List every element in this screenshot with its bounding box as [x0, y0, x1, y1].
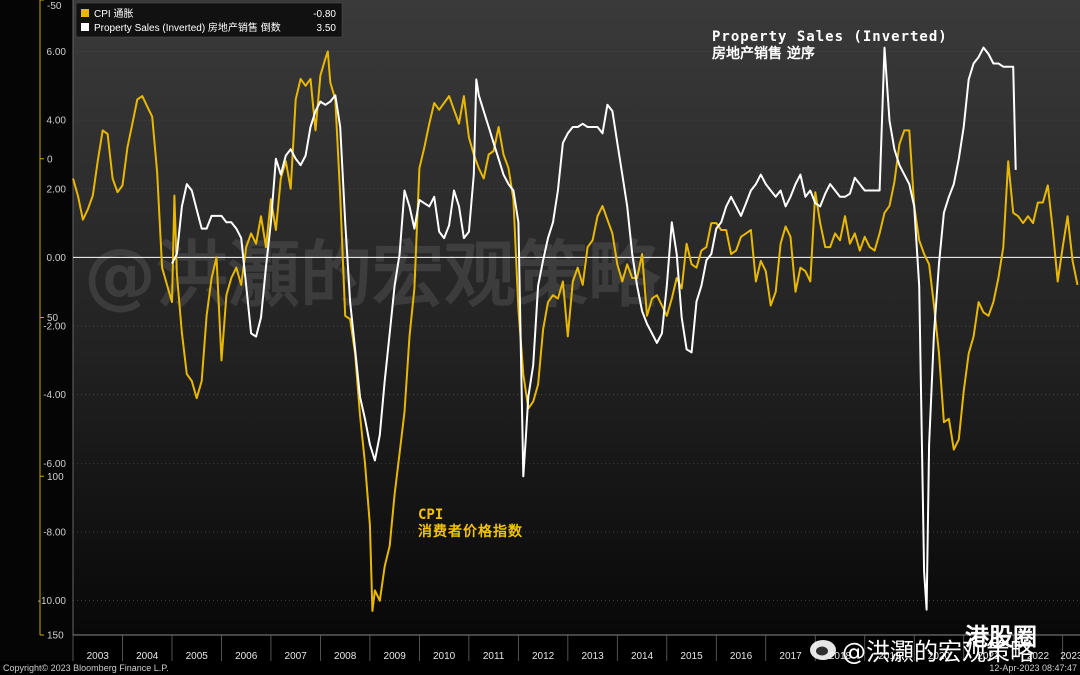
x-tick-label: 2012	[532, 651, 555, 662]
inverted-tick-label: 0	[47, 154, 53, 165]
x-tick-label: 2010	[433, 651, 456, 662]
x-tick-label: 2008	[334, 651, 357, 662]
y-tick-label: -2.00	[43, 322, 66, 333]
series-line-cpi	[72, 50, 1079, 612]
annotation-cpi-cn: 消费者价格指数	[418, 523, 523, 540]
legend-cpi-swatch	[81, 9, 89, 17]
legend-cpi-label: CPI 通胀	[94, 8, 133, 20]
x-tick-label: 2003	[87, 651, 110, 662]
y-tick-label: -6.00	[43, 459, 66, 470]
x-tick-label: 2011	[483, 651, 505, 662]
annotation-property-cn: 房地产销售 逆序	[712, 45, 815, 62]
legend-property-swatch	[81, 23, 89, 31]
legend-property-label: Property Sales (Inverted) 房地产销售 倒数	[94, 21, 281, 34]
x-axis-band	[73, 635, 1080, 661]
x-tick-label: 2018	[829, 651, 852, 662]
x-tick-label: 2022	[1027, 651, 1050, 662]
badge-text: 港股圈	[965, 623, 1037, 651]
annotation-property-en: Property Sales (Inverted)	[712, 29, 948, 45]
x-tick-label: 2004	[136, 651, 159, 662]
x-tick-label: 2023	[1060, 651, 1080, 662]
footer-copyright: Copyright© 2023 Bloomberg Finance L.P.	[3, 663, 169, 673]
weibo-handle: @洪灝的宏观策略	[842, 638, 1034, 666]
x-tick-label: 2013	[581, 651, 604, 662]
x-tick-label: 2016	[730, 651, 753, 662]
legend: CPI 通胀 -0.80 Property Sales (Inverted) 房…	[75, 2, 343, 38]
y-tick-label: -8.00	[43, 528, 66, 539]
x-axis-years: 2003 2004 2005 2006 2007 2008 2009 2010 2011 2012…	[72, 635, 1080, 662]
x-tick-label: 2021	[977, 651, 1000, 662]
inverted-axis-ticks: -50 0 50 100 150	[40, 0, 64, 642]
y-tick-label: 2.00	[47, 184, 67, 195]
x-tick-label: 2015	[680, 651, 703, 662]
y-tick-label: -10.00	[38, 596, 67, 607]
x-tick-label: 2006	[235, 651, 258, 662]
x-tick-label: 2014	[631, 651, 654, 662]
y-tick-label: -4.00	[43, 390, 66, 401]
x-tick-label: 2005	[186, 651, 209, 662]
series-line-property-sales	[171, 46, 1017, 611]
x-tick-label: 2007	[285, 651, 308, 662]
inverted-tick-label: 50	[47, 313, 59, 324]
x-tick-label: 2017	[779, 651, 802, 662]
x-tick-label: 2009	[384, 651, 407, 662]
annotation-cpi-en: CPI	[418, 507, 443, 523]
weibo-overlay: @洪灝的宏观策略 港股圈	[810, 623, 1037, 666]
legend-property-value: 3.50	[317, 23, 337, 34]
x-tick-label: 2020	[928, 651, 951, 662]
x-tick-label: 2019	[878, 651, 901, 662]
y-tick-label: 4.00	[47, 116, 67, 127]
inverted-tick-label: 150	[47, 631, 64, 642]
y-ticks: 6.00 4.00 2.00 0.00 -2.00 -4.00 -6.00 -8.00 -10.…	[38, 47, 67, 607]
y-tick-label: 6.00	[47, 47, 67, 58]
y-tick-label: 0.00	[47, 253, 67, 264]
footer-timestamp: 12-Apr-2023 08:47:47	[989, 663, 1077, 673]
legend-cpi-value: -0.80	[313, 9, 336, 20]
inverted-tick-label: -50	[47, 1, 62, 12]
plot-area	[73, 0, 1080, 635]
inverted-tick-label: 100	[47, 472, 64, 483]
